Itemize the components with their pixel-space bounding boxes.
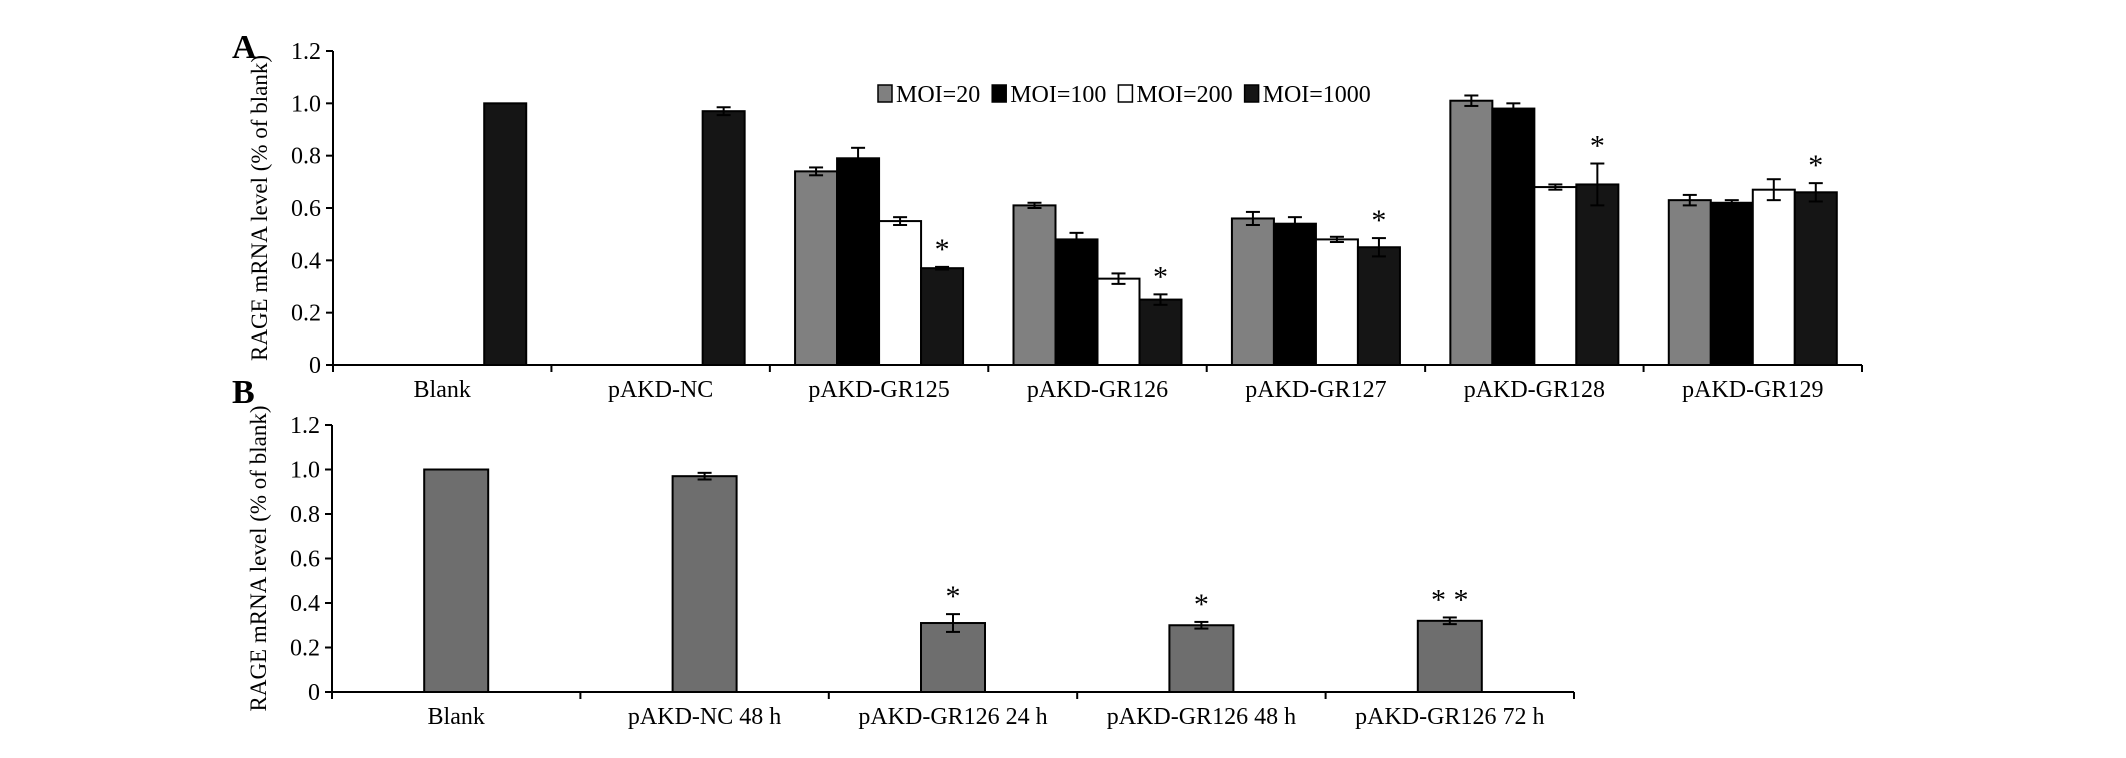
- bar: [836, 157, 881, 366]
- x-tick-label: Blank: [414, 377, 471, 403]
- y-tick-label: 0.8: [291, 144, 321, 170]
- bar: [920, 267, 965, 366]
- bar: [1230, 217, 1275, 366]
- x-tick-label: pAKD-GR126 48 h: [1107, 704, 1296, 730]
- y-tick-label: 1.2: [291, 39, 321, 65]
- bar: [878, 220, 923, 366]
- panel-b: B 0 0.2 0.4 0.6 0.8 1.0 1.2 Blank pAKD-NC 48 h pA…: [232, 374, 1575, 730]
- x-tick-label: pAKD-GR128: [1464, 377, 1605, 403]
- bar: [794, 170, 839, 366]
- y-axis-title: RAGE mRNA level (% of blank): [247, 55, 272, 361]
- panel-b-label: B: [232, 374, 255, 411]
- bar: [1012, 204, 1057, 366]
- x-tick-label: pAKD-GR129: [1682, 377, 1823, 403]
- bar: [1314, 238, 1359, 366]
- panel-a-label: A: [232, 29, 257, 66]
- bar: [1096, 277, 1141, 366]
- legend-swatch: [1117, 84, 1134, 103]
- bar: [671, 475, 738, 693]
- bar: [1272, 222, 1317, 366]
- bar: [1751, 188, 1796, 366]
- y-axis-title: RAGE mRNA level (% of blank): [246, 406, 271, 712]
- bar: [1575, 183, 1620, 366]
- legend-swatch: [1243, 84, 1260, 103]
- bar: [1667, 199, 1712, 366]
- y-tick-label: 1.0: [290, 458, 320, 484]
- y-tick-label: 0.8: [290, 502, 320, 528]
- bar: [1054, 238, 1099, 366]
- bar: [423, 468, 490, 693]
- bar: [1533, 186, 1578, 366]
- significance-marker: *: [1808, 149, 1823, 182]
- significance-marker: *: [1194, 588, 1209, 621]
- bar: [1793, 191, 1838, 366]
- bar: [1709, 201, 1754, 366]
- significance-marker: *: [935, 233, 950, 266]
- y-tick-label: 0: [308, 680, 320, 706]
- significance-marker: *: [1153, 260, 1168, 293]
- legend: MOI=20 MOI=100 MOI=200 MOI=1000: [877, 82, 1371, 108]
- bar: [1168, 624, 1235, 693]
- y-tick-label: 1.0: [291, 91, 321, 117]
- y-tick-label: 0.6: [291, 196, 321, 222]
- legend-label: MOI=1000: [1263, 82, 1371, 108]
- legend-label: MOI=200: [1136, 82, 1232, 108]
- x-tick-label: pAKD-GR127: [1245, 377, 1386, 403]
- x-tick-label: Blank: [428, 704, 485, 730]
- bar: [1356, 246, 1401, 366]
- x-tick-label: pAKD-GR126: [1027, 377, 1168, 403]
- y-tick-label: 1.2: [290, 413, 320, 439]
- x-tick-label: pAKD-GR126 72 h: [1355, 704, 1544, 730]
- bar: [701, 110, 746, 366]
- y-tick-label: 0.6: [290, 547, 320, 573]
- significance-marker: *: [946, 580, 961, 613]
- bar: [483, 102, 528, 366]
- y-tick-label: 0.4: [290, 591, 320, 617]
- bar: [920, 622, 986, 694]
- legend-label: MOI=100: [1010, 82, 1106, 108]
- bar: [1138, 298, 1183, 367]
- significance-marker: *: [1590, 130, 1605, 163]
- significance-marker: * *: [1431, 583, 1469, 616]
- y-tick-label: 0: [309, 353, 321, 379]
- legend-label: MOI=20: [896, 82, 980, 108]
- y-tick-label: 0.4: [291, 248, 321, 274]
- x-tick-label: pAKD-NC 48 h: [628, 704, 781, 730]
- y-tick-label: 0.2: [291, 301, 321, 327]
- x-tick-label: pAKD-GR126 24 h: [858, 704, 1047, 730]
- legend-swatch: [877, 84, 893, 103]
- significance-marker: *: [1371, 204, 1386, 237]
- bar: [1449, 99, 1494, 366]
- y-tick-label: 0.2: [290, 636, 320, 662]
- x-tick-label: pAKD-NC: [608, 377, 713, 403]
- bar: [1416, 619, 1483, 693]
- panel-a: A 0 0.2 0.4 0.6 0.8 1.0 1.2 Blank pAKD-NC pAKD-GR…: [232, 29, 1863, 403]
- legend-swatch: [991, 84, 1007, 103]
- bar: [1491, 107, 1536, 366]
- x-tick-label: pAKD-GR125: [808, 377, 949, 403]
